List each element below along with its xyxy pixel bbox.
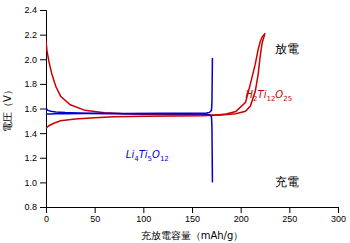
subscript: 25 [283,95,292,103]
tick: 0.8 [24,202,46,212]
tick: 50 [90,207,100,224]
plot: 0 50 100 150 200 250 300 0.8 1.0 1.2 1.4 1.6 1.8 2.0 2… [24,5,346,224]
tick: 100 [136,207,151,224]
subscript: 12 [266,95,275,103]
axis-line [40,11,47,208]
tick: 1.4 [24,129,46,139]
tick-label: 150 [185,214,200,224]
tick-label: 2.0 [24,55,37,65]
tick-mark [40,133,46,134]
x-axis-title: 充放電容量（mAh/g） [141,230,244,241]
tick-label: 100 [136,214,151,224]
tick: 250 [282,207,297,224]
tick: 2.2 [24,30,46,40]
tick-label: 1.8 [24,79,37,89]
axis-line [47,208,339,214]
formula-label: Li4Ti5O12 [126,149,169,163]
tick-label: 50 [90,214,100,224]
lines [46,33,265,182]
tick-label: 0.8 [24,202,37,212]
annotations: 放電充電 H2Ti12O25 Li4Ti5O12 [126,42,299,189]
tick: 1.2 [24,153,46,163]
tick: 150 [185,207,200,224]
line [46,58,212,114]
tick-mark [40,207,46,208]
tick-label: 1.4 [24,129,37,139]
annotation: 充電 [275,175,299,189]
line [46,109,212,183]
tick: 1.0 [24,178,46,188]
tick: 2.4 [24,5,46,15]
tick-mark [95,207,96,213]
tick-mark [40,182,46,183]
tick-mark [40,158,46,159]
tick-label: 250 [282,214,297,224]
tick-label: 2.2 [24,30,37,40]
formula-part: O [275,89,283,100]
x-axis: 0 50 100 150 200 250 300 [44,207,346,224]
line [46,33,265,128]
tick: 200 [234,207,249,224]
tick-mark [40,10,46,11]
tick: 1.6 [24,104,46,114]
annotation: 放電 [275,42,299,56]
tick-label: 0 [44,214,49,224]
tick-mark [192,207,193,213]
line [46,33,265,115]
tick-label: 2.4 [24,5,37,15]
tick-mark [40,84,46,85]
subscript: 12 [160,155,169,163]
tick-mark [40,109,46,110]
tick-mark [241,207,242,213]
formula-part: Ti [139,149,148,160]
chart: 0 50 100 150 200 250 300 0.8 1.0 1.2 1.4 1.6 1.8 2.0 2… [0,0,350,243]
formula-part: Ti [258,89,267,100]
y-axis-title: 電圧（V） [2,85,13,132]
tick: 300 [331,207,346,224]
tick-mark [289,207,290,213]
tick-label: 1.6 [24,104,37,114]
tick-mark [40,35,46,36]
tick-label: 200 [234,214,249,224]
tick-label: 1.2 [24,153,37,163]
tick: 2.0 [24,55,46,65]
y-axis: 0.8 1.0 1.2 1.4 1.6 1.8 2.0 2.2 2.4 [24,5,46,212]
formula-part: Li [126,149,135,160]
tick-label: 1.0 [24,178,37,188]
tick-mark [338,207,339,213]
formula-part: O [152,149,160,160]
tick: 0 [44,207,49,224]
tick: 1.8 [24,79,46,89]
tick-mark [143,207,144,213]
tick-label: 300 [331,214,346,224]
tick-mark [40,59,46,60]
formula-label: H2Ti12O25 [246,89,293,103]
